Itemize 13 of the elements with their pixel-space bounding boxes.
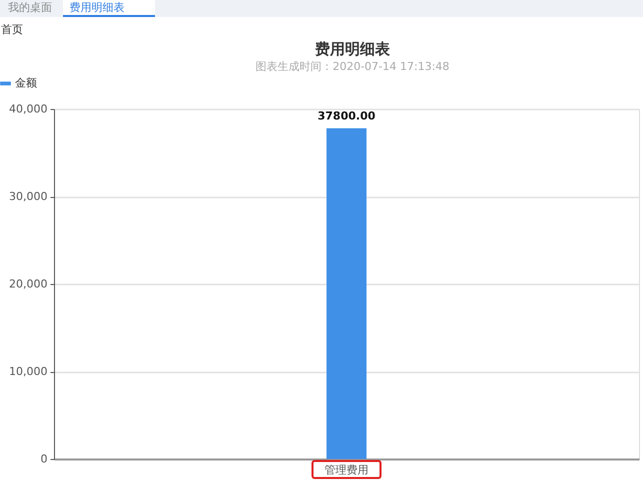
y-tick-label: 10,000	[9, 365, 48, 378]
y-tick-label: 0	[40, 452, 48, 466]
y-tick-label: 20,000	[9, 278, 48, 290]
text: 首页	[1, 23, 23, 36]
chart-title: 费用明细表	[314, 40, 391, 58]
y-tick-label: 40,000	[9, 102, 48, 116]
chart-subtitle: 图表生成时间：2020-07-14 17:13:48	[256, 60, 450, 73]
data-label: 37800.00	[318, 109, 376, 122]
text: 费用明细表	[70, 1, 124, 14]
text: 我的桌面	[8, 1, 52, 14]
y-tick-label: 30,000	[9, 190, 48, 203]
legend-label: 金额	[15, 76, 37, 90]
x-tick-label: 管理费用	[324, 464, 368, 476]
